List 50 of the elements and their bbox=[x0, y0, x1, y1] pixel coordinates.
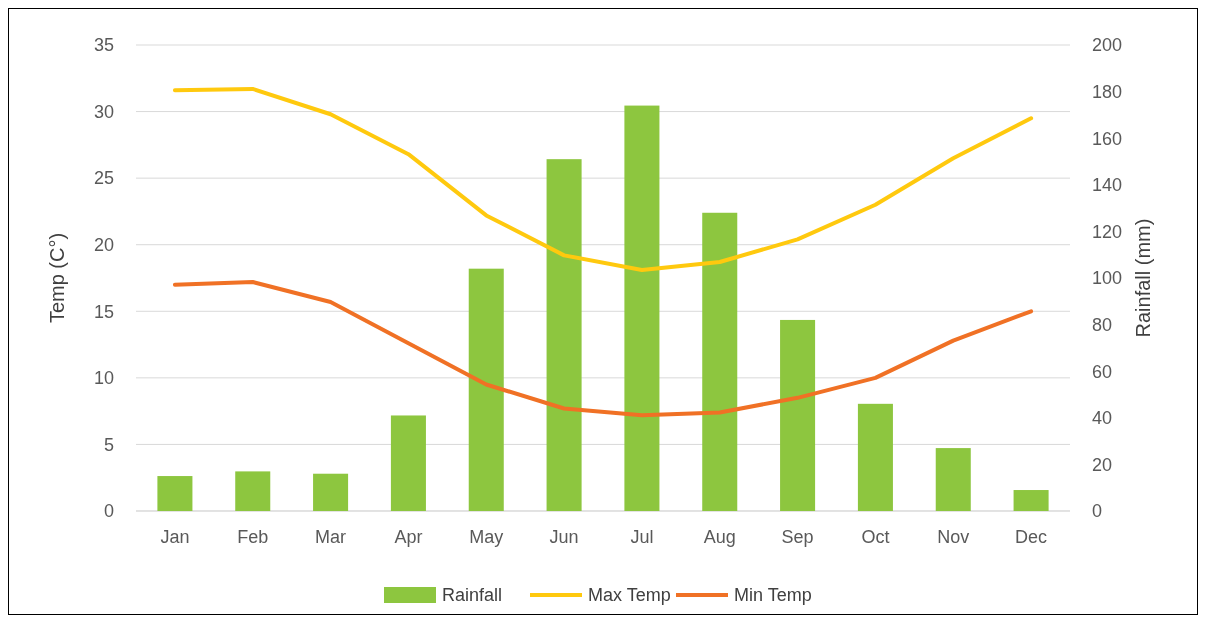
y2-tick-label: 180 bbox=[1092, 81, 1123, 102]
x-tick-label: May bbox=[469, 527, 504, 547]
x-tick-label: Dec bbox=[1015, 527, 1048, 547]
y-tick-label: 15 bbox=[93, 301, 114, 322]
x-tick-label: Feb bbox=[237, 527, 269, 547]
y2-tick-label: 100 bbox=[1092, 268, 1123, 289]
x-tick-label: Sep bbox=[781, 527, 814, 547]
y2-tick-label: 120 bbox=[1092, 221, 1123, 242]
bar bbox=[313, 473, 349, 511]
y2-tick-label: 0 bbox=[1092, 501, 1103, 522]
x-tick-label: Oct bbox=[861, 527, 890, 547]
y-axis-title: Temp (C°) bbox=[46, 232, 68, 324]
x-tick-label: Jan bbox=[160, 527, 190, 547]
x-tick-label: Jun bbox=[549, 527, 579, 547]
y-tick-label: 5 bbox=[103, 434, 114, 455]
bar bbox=[235, 471, 271, 511]
y-tick-label: 35 bbox=[93, 35, 114, 56]
y2-axis-title: Rainfall (mm) bbox=[1132, 218, 1154, 338]
y2-tick-label: 160 bbox=[1092, 128, 1123, 149]
x-tick-label: Apr bbox=[394, 527, 423, 547]
y2-tick-label: 140 bbox=[1092, 175, 1123, 196]
bar bbox=[935, 448, 971, 511]
legend-label: Max Temp bbox=[588, 585, 671, 606]
y2-tick-label: 40 bbox=[1092, 408, 1113, 429]
x-tick-label: Jul bbox=[630, 527, 654, 547]
bar bbox=[1013, 490, 1049, 511]
y2-tick-label: 200 bbox=[1092, 35, 1123, 56]
y-tick-label: 25 bbox=[93, 168, 114, 189]
x-tick-label: Aug bbox=[703, 527, 736, 547]
y-tick-label: 0 bbox=[103, 501, 114, 522]
legend-label: Rainfall bbox=[442, 585, 503, 606]
bar bbox=[157, 476, 193, 511]
bar bbox=[468, 268, 504, 511]
line-series bbox=[172, 86, 1034, 273]
bar bbox=[857, 403, 893, 511]
bar bbox=[390, 415, 426, 511]
bar bbox=[780, 319, 816, 511]
y-tick-label: 10 bbox=[93, 368, 114, 389]
x-tick-label: Nov bbox=[937, 527, 970, 547]
y-tick-label: 30 bbox=[93, 101, 114, 122]
y2-tick-label: 20 bbox=[1092, 454, 1113, 475]
bar bbox=[702, 212, 738, 511]
x-tick-label: Mar bbox=[315, 527, 347, 547]
bar bbox=[624, 105, 660, 511]
bar bbox=[546, 159, 582, 511]
line-series bbox=[172, 279, 1034, 418]
legend-label: Min Temp bbox=[734, 585, 812, 606]
y2-tick-label: 80 bbox=[1092, 314, 1113, 335]
y2-tick-label: 60 bbox=[1092, 361, 1113, 382]
y-tick-label: 20 bbox=[93, 235, 114, 256]
